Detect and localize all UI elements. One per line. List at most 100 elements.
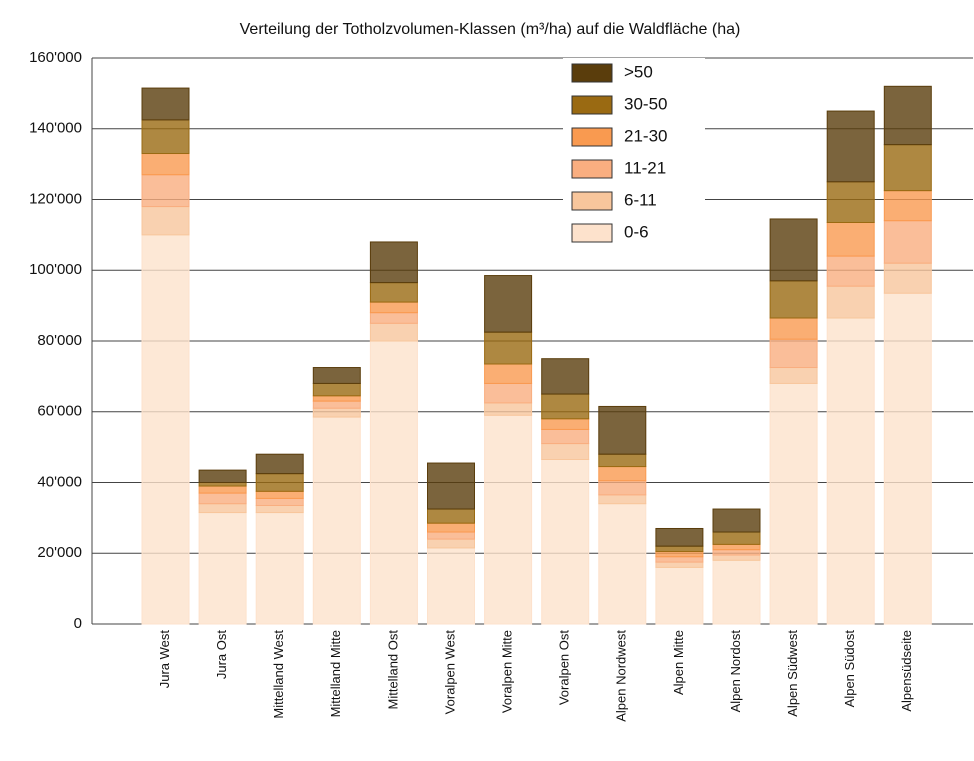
bar-segment — [826, 110, 875, 183]
y-tick-label: 160'000 — [29, 49, 82, 66]
bar-segment — [883, 220, 932, 264]
bar-segment — [769, 218, 818, 282]
bar-segment — [598, 453, 647, 468]
bar-segment — [655, 550, 704, 558]
bar-segment — [312, 395, 361, 402]
x-tick-label: Alpen Mitte — [671, 630, 686, 695]
bar-segment — [826, 285, 875, 319]
bar-segment — [655, 527, 704, 547]
bar-segment — [198, 482, 247, 487]
y-tick-label: 0 — [74, 615, 82, 632]
legend-swatch — [571, 63, 613, 83]
bar-segment — [369, 340, 418, 625]
bar-segment — [769, 338, 818, 369]
bar-segment — [883, 292, 932, 625]
bar-segment — [484, 402, 533, 416]
bar-segment — [141, 87, 190, 121]
bar-segment — [427, 531, 475, 540]
bar-segment — [141, 119, 190, 155]
bar-segment — [484, 331, 533, 365]
bar-segment — [655, 556, 704, 563]
x-tick-label: Mittelland West — [271, 630, 286, 719]
bar-segment — [427, 547, 475, 625]
legend-label: >50 — [624, 62, 653, 81]
bar-segment — [255, 497, 304, 506]
bar-segment — [769, 317, 818, 340]
bar-segment — [541, 443, 590, 461]
bar-segment — [484, 382, 533, 404]
bar-segment — [427, 508, 475, 524]
legend: 0-6 6-11 11-21 21-30 30-50 >50 — [563, 58, 705, 243]
x-tick-label: Mittelland Ost — [385, 630, 400, 710]
bar-segment — [312, 382, 361, 397]
chart-title: Verteilung der Totholzvolumen-Klassen (m… — [240, 21, 741, 38]
legend-swatch — [571, 159, 613, 179]
x-tick-label: Alpen Südwest — [785, 630, 800, 717]
bar-segment — [826, 317, 875, 625]
legend-label: 11-21 — [624, 158, 666, 177]
bar-segment — [712, 554, 761, 561]
legend-label: 21-30 — [624, 126, 667, 145]
bar-segment — [826, 221, 875, 257]
y-tick-label: 120'000 — [29, 190, 82, 207]
bar-segment — [484, 414, 533, 625]
x-tick-label: Alpen Nordost — [728, 630, 743, 713]
bar-segment — [712, 531, 761, 545]
bar-segment — [712, 549, 761, 556]
bar-segment — [484, 363, 533, 384]
bar-segment — [541, 428, 590, 445]
bar-segment — [712, 508, 761, 533]
legend-box — [563, 58, 705, 240]
bar-segment — [655, 566, 704, 625]
x-tick-label: Mittelland Mitte — [328, 630, 343, 717]
bar-segment — [198, 485, 247, 494]
bar-segment — [198, 492, 247, 505]
y-tick-label: 140'000 — [29, 120, 82, 137]
bar-segment — [598, 466, 647, 482]
bar-segment — [655, 545, 704, 552]
bar-segment — [141, 206, 190, 236]
bar-segment — [141, 153, 190, 176]
bar-segment — [541, 358, 590, 395]
bar-segment — [541, 459, 590, 625]
bar-segment — [883, 144, 932, 192]
bar-segment — [598, 494, 647, 505]
bar-segment — [255, 473, 304, 492]
bar-segment — [255, 453, 304, 475]
x-tick-label: Jura Ost — [214, 630, 229, 680]
bar-segment — [369, 312, 418, 324]
bar-segment — [255, 490, 304, 499]
bar-segment — [883, 85, 932, 146]
bar-segment — [427, 462, 475, 510]
bar-segment — [826, 181, 875, 223]
bar-segment — [255, 512, 304, 625]
bar-segment — [312, 407, 361, 418]
bar-segment — [712, 543, 761, 551]
legend-label: 0-6 — [624, 222, 649, 241]
y-tick-label: 100'000 — [29, 261, 82, 278]
bar-segment — [541, 393, 590, 420]
legend-swatch — [571, 127, 613, 147]
x-tick-label: Voralpen West — [442, 630, 457, 715]
bar-segment — [826, 255, 875, 287]
bar-segment — [141, 234, 190, 625]
legend-swatch — [571, 223, 613, 243]
bar-segment — [427, 538, 475, 549]
x-tick-label: Alpensüdseite — [899, 630, 914, 712]
x-tick-label: Alpen Nordwest — [614, 630, 629, 722]
bar-segment — [369, 322, 418, 342]
legend-swatch — [571, 191, 613, 211]
bar-segment — [198, 503, 247, 514]
bar-segment — [484, 275, 533, 333]
bar-segment — [312, 367, 361, 384]
y-tick-label: 40'000 — [37, 473, 82, 490]
y-tick-label: 20'000 — [37, 544, 82, 561]
bar-segment — [883, 190, 932, 222]
x-tick-label: Alpen Südost — [842, 630, 857, 708]
bar-segment — [769, 280, 818, 319]
x-tick-label: Voralpen Mitte — [500, 630, 515, 713]
bar-segment — [198, 469, 247, 483]
bar-segment — [769, 382, 818, 625]
bar-segment — [198, 512, 247, 625]
